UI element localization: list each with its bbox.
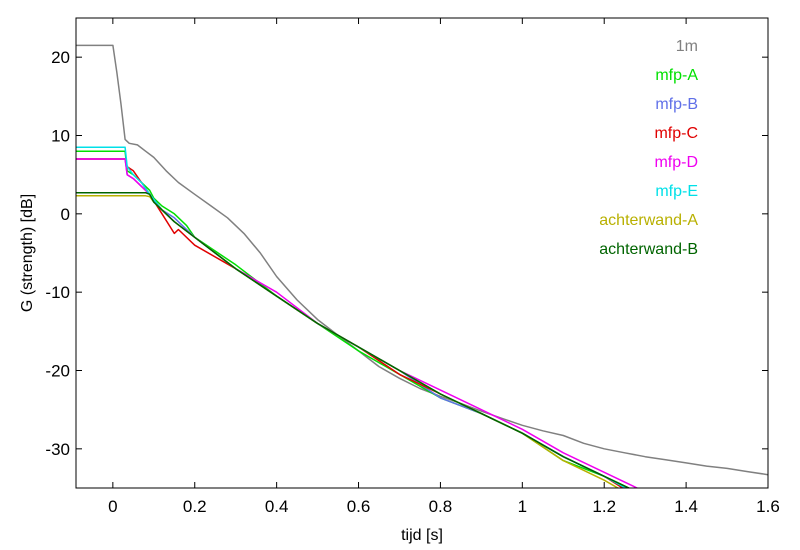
legend-entry-mfp-E: mfp-E	[655, 183, 698, 200]
legend-entry-1m: 1m	[676, 38, 698, 55]
x-tick-label: 1.6	[756, 497, 780, 516]
legend-entry-mfp-C: mfp-C	[654, 125, 698, 142]
plot-frame	[75, 17, 769, 489]
series-line-mfp-D	[76, 158, 639, 488]
x-tick-label: 0.2	[183, 497, 207, 516]
legend-entry-mfp-B: mfp-B	[655, 96, 698, 113]
legend-entry-achterwand-B: achterwand-B	[599, 241, 698, 258]
series-layer	[76, 44, 768, 488]
y-tick-label: -20	[45, 362, 70, 381]
x-tick-label: 0.4	[265, 497, 289, 516]
y-tick-label: -30	[45, 440, 70, 459]
y-tick-label: 20	[51, 48, 70, 67]
x-tick-label: 0.8	[429, 497, 453, 516]
y-tick-label: 0	[61, 205, 70, 224]
legend: 1m mfp-A mfp-B mfp-C mfp-D mfp-E achterwand-A a…	[599, 38, 698, 258]
x-tick-label: 1.4	[674, 497, 698, 516]
x-tick-label: 1.2	[592, 497, 616, 516]
legend-entry-mfp-A: mfp-A	[655, 67, 698, 84]
x-tick-label: 0.6	[347, 497, 371, 516]
y-tick-label: 10	[51, 127, 70, 146]
x-axis-label: tijd [s]	[401, 527, 443, 544]
x-tick-label: 1	[518, 497, 527, 516]
ticks-layer: 0 0.2 0.4 0.6 0.8 1 1.2 1.4 1.6 20 10 0 -10 -20 -30	[45, 18, 780, 516]
y-tick-label: -10	[45, 283, 70, 302]
series-line-achterwand-B	[76, 191, 631, 488]
y-axis-label: G (strength) [dB]	[19, 194, 36, 312]
legend-entry-achterwand-A: achterwand-A	[599, 212, 698, 229]
x-tick-label: 0	[108, 497, 117, 516]
plot-area	[76, 18, 768, 488]
legend-entry-mfp-D: mfp-D	[654, 154, 698, 171]
